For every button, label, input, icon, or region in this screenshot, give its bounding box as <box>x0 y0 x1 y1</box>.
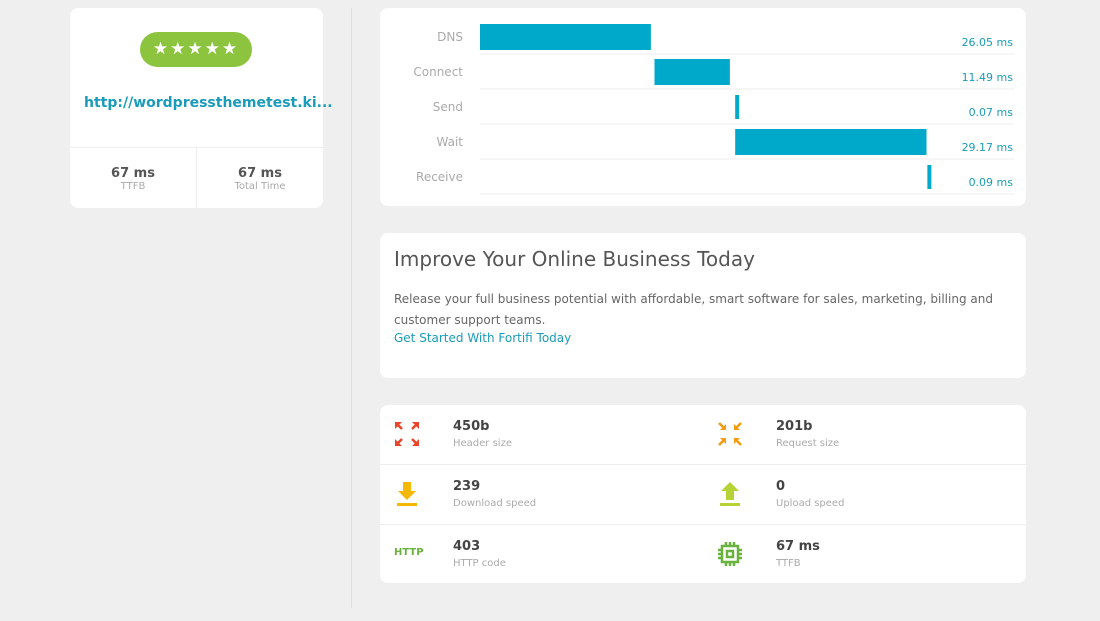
metric: 0 Upload speed <box>703 465 1026 524</box>
rating: ★★★★★ <box>140 32 252 67</box>
waterfall-chart: DNS 26.05 ms Connect 11.49 ms Send 0.07 ms Wai… <box>413 24 1014 195</box>
row-label: Connect <box>413 65 463 79</box>
metric-value: 450b <box>453 419 490 434</box>
promo-card: Improve Your Online Business Today Relea… <box>380 233 1026 378</box>
promo-body: Release your full business potential wit… <box>394 292 993 327</box>
metric-value: 67 ms <box>776 539 820 554</box>
timing-value: 0.09 ms <box>969 176 1014 189</box>
metrics-card: 450b Header size 201b Request size 239 Down… <box>380 405 1026 583</box>
metric: 67 ms TTFB <box>703 525 1026 584</box>
timing-value: 29.17 ms <box>962 141 1014 154</box>
summary-card: ★★★★★ http://wordpressthemetest.ki... 67… <box>70 8 333 208</box>
metric-label: Request size <box>776 438 840 449</box>
stat: 67 ms TTFB <box>70 148 196 208</box>
timing-value: 0.07 ms <box>969 106 1014 119</box>
stat-value: 67 ms <box>111 166 155 181</box>
divider <box>380 524 1026 525</box>
promo-link[interactable]: Get Started With Fortifi Today <box>394 331 572 345</box>
download-icon <box>397 482 417 506</box>
metric-label: HTTP code <box>453 558 506 569</box>
waterfall-card: DNS 26.05 ms Connect 11.49 ms Send 0.07 ms Wai… <box>380 8 1026 206</box>
url[interactable]: http://wordpressthemetest.ki... <box>84 95 333 111</box>
stat-label: TTFB <box>120 181 146 192</box>
http-icon: HTTP <box>394 547 424 558</box>
metric-value: 403 <box>453 539 481 554</box>
metric: 239 Download speed <box>380 465 703 524</box>
row-label: DNS <box>437 30 463 44</box>
divider <box>196 147 197 208</box>
metric-label: TTFB <box>776 558 801 569</box>
row-label: Receive <box>416 170 463 184</box>
metric-label: Header size <box>453 438 512 449</box>
expand-icon <box>395 422 419 446</box>
metric-label: Upload speed <box>776 498 845 509</box>
timing-value: 11.49 ms <box>962 71 1014 84</box>
metric-value: 201b <box>776 419 813 434</box>
stat: 67 ms Total Time <box>197 148 323 208</box>
chip-icon <box>718 542 742 566</box>
metric-value: 239 <box>453 479 481 494</box>
divider <box>351 8 352 608</box>
promo-title: Improve Your Online Business Today <box>394 247 755 271</box>
timing-bar <box>927 165 932 189</box>
metric: HTTP 403 HTTP code <box>380 525 703 584</box>
metric-label: Download speed <box>453 498 537 509</box>
stat-label: Total Time <box>234 181 286 192</box>
metric: 201b Request size <box>703 405 1026 464</box>
timing-bar <box>735 95 740 119</box>
timing-value: 26.05 ms <box>962 36 1014 49</box>
upload-icon <box>720 482 740 506</box>
metric-value: 0 <box>776 479 786 494</box>
timing-bar <box>654 59 730 85</box>
row-label: Send <box>433 100 463 114</box>
metric: 450b Header size <box>380 405 703 464</box>
divider <box>380 464 1026 465</box>
timing-bar <box>480 24 651 50</box>
timing-bar <box>735 129 927 155</box>
row-label: Wait <box>437 135 464 149</box>
compress-icon <box>718 422 742 446</box>
stat-value: 67 ms <box>238 166 282 181</box>
